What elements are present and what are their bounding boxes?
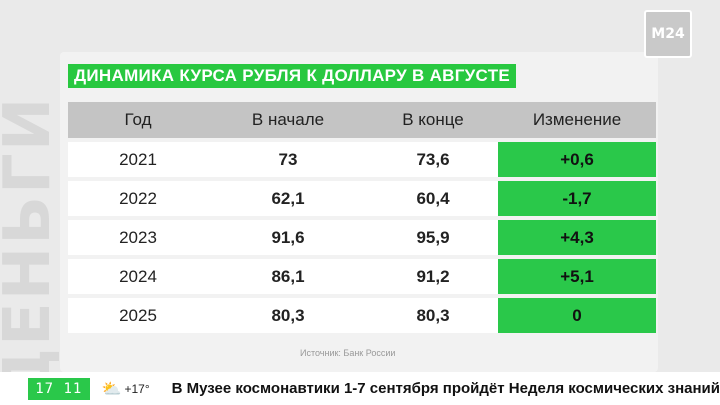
cell-start: 80,3: [208, 298, 368, 333]
channel-logo: М24: [644, 10, 692, 58]
table-row: 2025 80,3 80,3 0: [68, 298, 656, 333]
cell-start: 86,1: [208, 259, 368, 294]
cell-year: 2025: [68, 298, 208, 333]
cell-year: 2022: [68, 181, 208, 216]
page-title: ДИНАМИКА КУРСА РУБЛЯ К ДОЛЛАРУ В АВГУСТЕ: [68, 64, 517, 88]
cell-change: +4,3: [498, 220, 656, 255]
table-row: 2024 86,1 91,2 +5,1: [68, 259, 656, 294]
news-headline: В Музее космонавтики 1-7 сентября пройдё…: [171, 380, 720, 397]
table-row: 2023 91,6 95,9 +4,3: [68, 220, 656, 255]
header-change: Изменение: [498, 102, 656, 138]
cell-start: 73: [208, 142, 368, 177]
news-ticker-bar: 17 11 ⛅ +17° В Музее космонавтики 1-7 се…: [0, 372, 720, 405]
cell-start: 91,6: [208, 220, 368, 255]
temperature: +17°: [124, 381, 150, 396]
clock: 17 11: [28, 377, 90, 400]
header-year: Год: [68, 102, 208, 138]
table-header-row: Год В начале В конце Изменение: [68, 102, 656, 138]
cell-change: 0: [498, 298, 656, 333]
weather-widget: ⛅ +17°: [102, 379, 150, 399]
source-note: Источник: Банк России: [300, 348, 396, 358]
cell-end: 95,9: [368, 220, 498, 255]
cell-end: 73,6: [368, 142, 498, 177]
cell-year: 2023: [68, 220, 208, 255]
cell-end: 60,4: [368, 181, 498, 216]
cell-year: 2021: [68, 142, 208, 177]
exchange-rate-table: Год В начале В конце Изменение 2021 73 7…: [68, 98, 656, 337]
cell-change: +0,6: [498, 142, 656, 177]
cell-start: 62,1: [208, 181, 368, 216]
table-row: 2021 73 73,6 +0,6: [68, 142, 656, 177]
cloud-sun-icon: ⛅: [101, 380, 122, 398]
cell-change: +5,1: [498, 259, 656, 294]
header-start: В начале: [208, 102, 368, 138]
table-row: 2022 62,1 60,4 -1,7: [68, 181, 656, 216]
header-end: В конце: [368, 102, 498, 138]
cell-year: 2024: [68, 259, 208, 294]
cell-change: -1,7: [498, 181, 656, 216]
cell-end: 91,2: [368, 259, 498, 294]
cell-end: 80,3: [368, 298, 498, 333]
